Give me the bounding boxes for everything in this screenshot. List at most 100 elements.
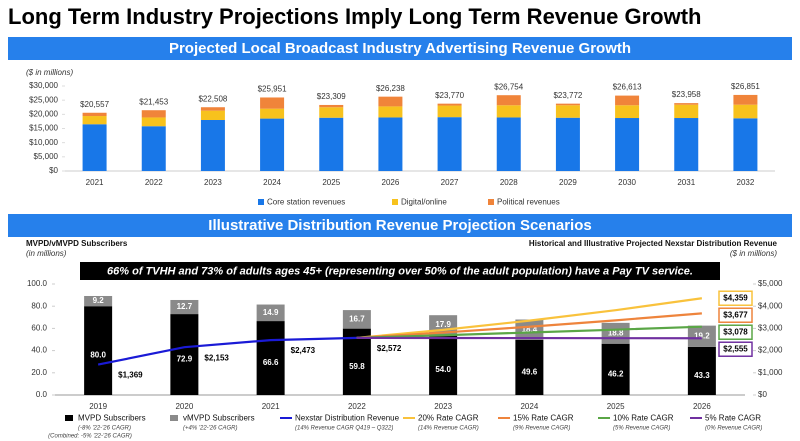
x-tick-label: 2023 bbox=[434, 402, 452, 411]
bar-segment bbox=[378, 106, 403, 118]
bar-segment bbox=[615, 95, 640, 106]
y-tick-label: $20,000 bbox=[29, 109, 58, 118]
right-axis-title: Historical and Illustrative Projected Ne… bbox=[529, 239, 778, 248]
legend-note: (0% Revenue CAGR) bbox=[705, 426, 762, 432]
x-tick-label: 2026 bbox=[693, 402, 711, 411]
legend-swatch bbox=[258, 199, 264, 205]
value-label: $4,359 bbox=[723, 293, 748, 302]
bar-label: 46.2 bbox=[608, 369, 624, 378]
x-tick-label: 2020 bbox=[175, 402, 193, 411]
bar-label: 80.0 bbox=[90, 351, 106, 360]
bar-segment bbox=[342, 310, 371, 329]
value-box bbox=[718, 341, 753, 357]
bar-segment bbox=[378, 96, 403, 107]
bar-segment bbox=[141, 126, 166, 171]
x-tick-label: 2026 bbox=[382, 178, 400, 187]
bar-label: 18.8 bbox=[608, 328, 624, 337]
value-box bbox=[718, 324, 753, 340]
legend-label: vMVPD Subscribers bbox=[183, 414, 255, 423]
banner bbox=[8, 214, 792, 237]
y-tick-label: $25,000 bbox=[29, 95, 58, 104]
legend-label: 5% Rate CAGR bbox=[705, 414, 761, 423]
bar-label: 14.9 bbox=[263, 308, 279, 317]
y-tick-label: $10,000 bbox=[29, 138, 58, 147]
y-tick-label: $15,000 bbox=[29, 124, 58, 133]
bar-label: 72.9 bbox=[177, 355, 193, 364]
value-label: $1,369 bbox=[118, 371, 143, 380]
bar-segment bbox=[687, 346, 716, 395]
bar-segment bbox=[615, 105, 640, 119]
line bbox=[356, 325, 702, 340]
legend-note: (9% Revenue CAGR) bbox=[513, 426, 570, 432]
bar-segment bbox=[200, 107, 225, 111]
y-tick-label: 60.0 bbox=[31, 324, 47, 333]
bar-label: 43.3 bbox=[694, 371, 710, 380]
bar-segment bbox=[437, 103, 462, 106]
legend-swatch bbox=[170, 415, 178, 421]
x-tick-label: 2025 bbox=[322, 178, 340, 187]
bar-segment bbox=[260, 97, 285, 109]
bar-segment bbox=[200, 110, 225, 120]
value-box bbox=[718, 307, 753, 323]
bar-segment bbox=[437, 117, 462, 171]
slide-title: Long Term Industry Projections Imply Lon… bbox=[8, 4, 701, 29]
total-label: $22,508 bbox=[198, 94, 227, 103]
x-tick-label: 2024 bbox=[520, 402, 538, 411]
bar-segment bbox=[733, 118, 758, 171]
bar-label: 16.7 bbox=[349, 314, 365, 323]
value-label: $2,572 bbox=[377, 344, 402, 353]
bar-label: 17.9 bbox=[435, 320, 451, 329]
bar-segment bbox=[674, 104, 699, 119]
bar-segment bbox=[496, 95, 521, 106]
legend-label: 10% Rate CAGR bbox=[613, 414, 674, 423]
bar-segment bbox=[496, 117, 521, 171]
total-label: $26,238 bbox=[376, 84, 405, 93]
left-axis-title: MVPD/vMVPD Subscribers bbox=[26, 239, 128, 248]
y2-tick-label: $3,000 bbox=[758, 324, 783, 333]
total-label: $25,951 bbox=[258, 85, 287, 94]
legend-label: 15% Rate CAGR bbox=[513, 414, 574, 423]
y2-tick-label: $4,000 bbox=[758, 301, 783, 310]
x-tick-label: 2031 bbox=[677, 178, 695, 187]
total-label: $23,309 bbox=[317, 92, 346, 101]
bar-segment bbox=[429, 335, 458, 395]
value-label: $2,153 bbox=[204, 353, 229, 362]
bar-segment bbox=[256, 321, 285, 395]
y2-tick-label: $2,000 bbox=[758, 346, 783, 355]
bar-label: 19.2 bbox=[694, 331, 710, 340]
total-label: $26,851 bbox=[731, 82, 760, 91]
bar-segment bbox=[84, 295, 113, 307]
right-axis-unit: ($ in millions) bbox=[730, 249, 777, 258]
bar-segment bbox=[260, 118, 285, 171]
x-tick-label: 2022 bbox=[348, 402, 366, 411]
y-tick-label: 80.0 bbox=[31, 301, 47, 310]
x-tick-label: 2024 bbox=[263, 178, 281, 187]
legend-label: MVPD Subscribers bbox=[78, 414, 146, 423]
y-tick-label: $0 bbox=[49, 166, 58, 175]
bar-label: 59.8 bbox=[349, 362, 365, 371]
x-tick-label: 2032 bbox=[737, 178, 755, 187]
value-box bbox=[718, 290, 753, 306]
annotation: 66% of TVHH and 73% of adults ages 45+ (… bbox=[107, 265, 693, 277]
bar-segment bbox=[256, 304, 285, 322]
bar-segment bbox=[733, 104, 758, 119]
bar-segment bbox=[319, 117, 344, 171]
legend-label: Core station revenues bbox=[267, 198, 345, 207]
y2-tick-label: $5,000 bbox=[758, 279, 783, 288]
legend-note: (Combined: -5% '22-'26 CAGR) bbox=[48, 434, 132, 440]
y-tick-label: 20.0 bbox=[31, 368, 47, 377]
total-label: $26,754 bbox=[494, 82, 523, 91]
bar-segment bbox=[687, 325, 716, 347]
total-label: $23,770 bbox=[435, 91, 464, 100]
legend-note: (+4% '22-'26 CAGR) bbox=[183, 426, 237, 432]
left-axis-unit: (in millions) bbox=[26, 249, 67, 258]
legend-note: (14% Revenue CAGR Q419 – Q322) bbox=[295, 426, 393, 432]
y-tick-label: 0.0 bbox=[36, 390, 48, 399]
total-label: $26,613 bbox=[613, 83, 642, 92]
y-tick-label: 40.0 bbox=[31, 346, 47, 355]
legend-note: (5% Revenue CAGR) bbox=[613, 426, 670, 432]
legend-label: Political revenues bbox=[497, 198, 560, 207]
total-label: $20,557 bbox=[80, 100, 109, 109]
value-label: $2,555 bbox=[723, 344, 748, 353]
